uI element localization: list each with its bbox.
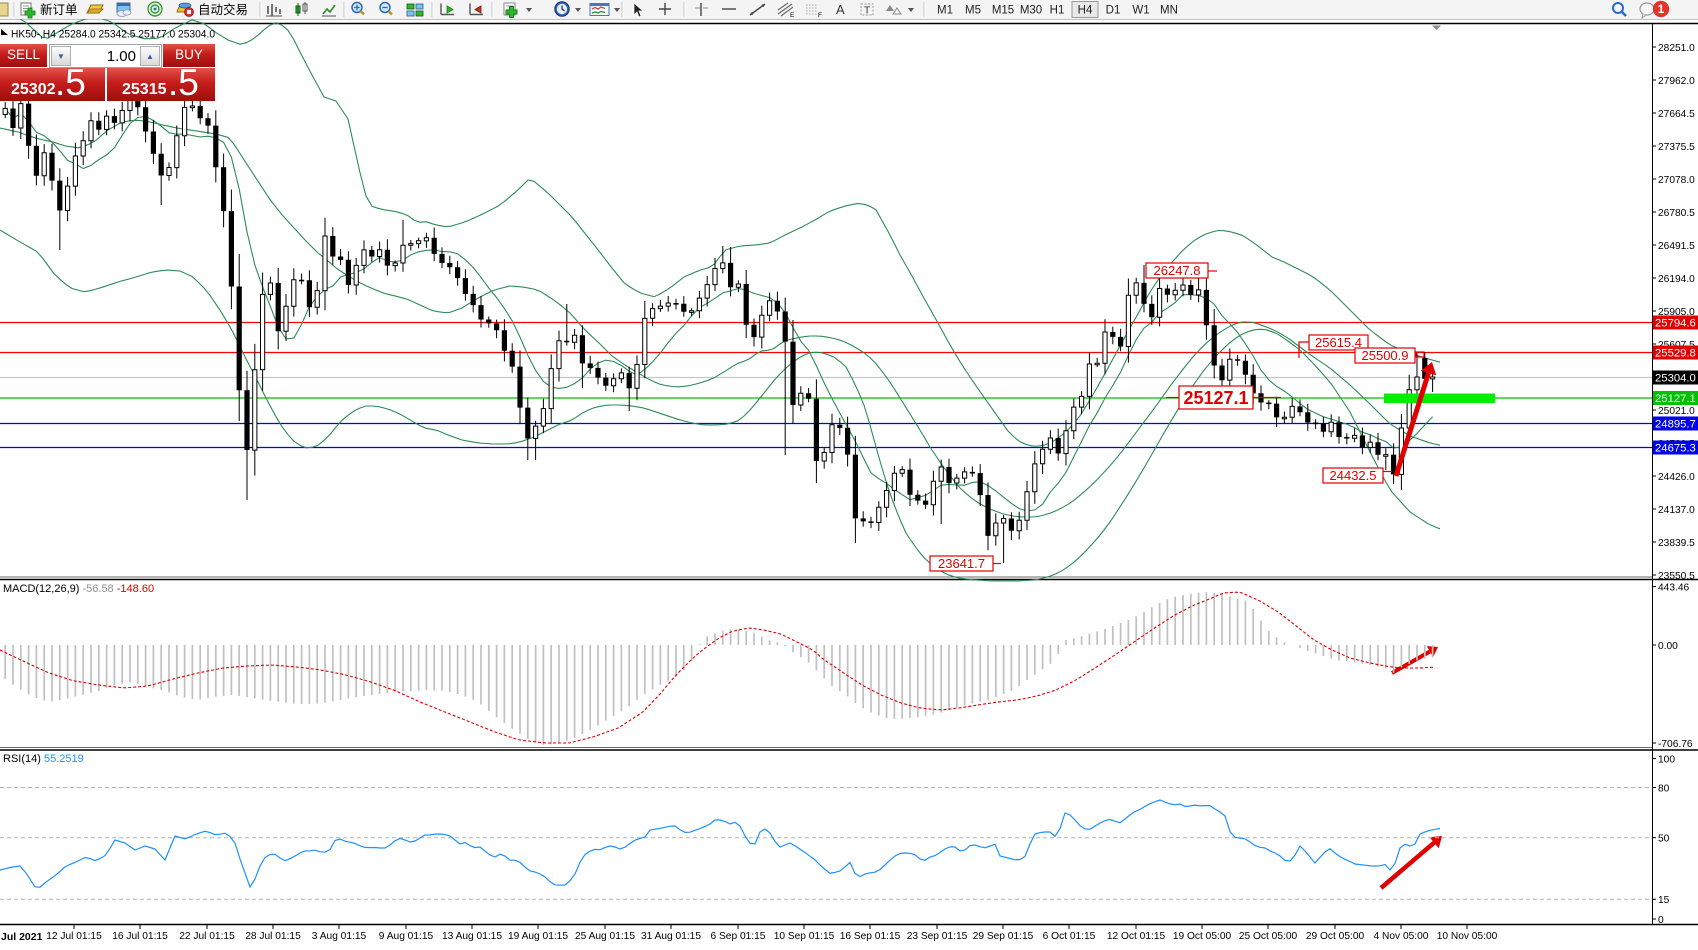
svg-text:25304.0: 25304.0	[1655, 373, 1696, 385]
svg-text:24137.0: 24137.0	[1658, 505, 1695, 516]
svg-text:M30: M30	[1020, 5, 1042, 17]
svg-text:23839.5: 23839.5	[1658, 538, 1695, 549]
svg-text:23 Sep 01:15: 23 Sep 01:15	[907, 931, 968, 942]
svg-text:27962.0: 27962.0	[1658, 76, 1695, 87]
svg-text:D1: D1	[1106, 5, 1121, 17]
svg-text:19 Aug 01:15: 19 Aug 01:15	[508, 931, 568, 942]
svg-text:28 Jul 01:15: 28 Jul 01:15	[245, 931, 301, 942]
svg-text:25794.6: 25794.6	[1655, 318, 1696, 330]
svg-text:80: 80	[1658, 783, 1670, 794]
svg-text:H4: H4	[1078, 5, 1093, 17]
svg-text:25127.1: 25127.1	[1655, 393, 1696, 405]
svg-text:50: 50	[1658, 834, 1670, 845]
svg-text:6 Oct 01:15: 6 Oct 01:15	[1043, 931, 1096, 942]
svg-text:26194.0: 26194.0	[1658, 274, 1695, 285]
svg-text:25 Aug 01:15: 25 Aug 01:15	[575, 931, 635, 942]
svg-text:23550.5: 23550.5	[1658, 571, 1695, 582]
svg-text:1: 1	[1658, 2, 1665, 16]
svg-text:-706.76: -706.76	[1658, 739, 1693, 750]
svg-text:10 Nov 05:00: 10 Nov 05:00	[1437, 931, 1498, 942]
svg-text:23641.7: 23641.7	[938, 556, 985, 571]
svg-text:25127.1: 25127.1	[1183, 388, 1248, 408]
svg-text:自动交易: 自动交易	[198, 2, 248, 17]
svg-text:M15: M15	[992, 5, 1014, 17]
svg-text:0: 0	[1658, 915, 1664, 926]
svg-text:25607.5: 25607.5	[1658, 340, 1695, 351]
svg-text:新订单: 新订单	[40, 2, 78, 17]
svg-text:24895.7: 24895.7	[1655, 419, 1696, 431]
svg-text:24432.5: 24432.5	[1330, 468, 1377, 483]
svg-text:25021.0: 25021.0	[1658, 406, 1695, 417]
svg-text:F: F	[818, 12, 822, 19]
svg-text:25529.8: 25529.8	[1655, 348, 1696, 360]
svg-text:13 Aug 01:15: 13 Aug 01:15	[442, 931, 502, 942]
svg-text:25615.4: 25615.4	[1315, 335, 1362, 350]
svg-text:Jul 2021: Jul 2021	[1, 931, 43, 943]
svg-text:24675.3: 24675.3	[1655, 443, 1696, 455]
svg-text:16 Jul 01:15: 16 Jul 01:15	[112, 931, 168, 942]
svg-text:22 Jul 01:15: 22 Jul 01:15	[179, 931, 235, 942]
svg-text:25 Oct 05:00: 25 Oct 05:00	[1239, 931, 1298, 942]
svg-text:100: 100	[1658, 754, 1675, 765]
svg-text:12 Oct 01:15: 12 Oct 01:15	[1107, 931, 1166, 942]
svg-text:M1: M1	[937, 5, 953, 17]
svg-text:19 Oct 05:00: 19 Oct 05:00	[1173, 931, 1232, 942]
svg-text:15: 15	[1658, 895, 1670, 906]
svg-text:27664.5: 27664.5	[1658, 109, 1695, 120]
svg-text:MACD(12,26,9) -56.58 -148.60: MACD(12,26,9) -56.58 -148.60	[3, 583, 154, 595]
svg-text:31 Aug 01:15: 31 Aug 01:15	[641, 931, 701, 942]
svg-text:9 Aug 01:15: 9 Aug 01:15	[379, 931, 434, 942]
svg-text:E: E	[790, 12, 795, 19]
svg-text:H1: H1	[1050, 5, 1065, 17]
svg-text:27078.0: 27078.0	[1658, 175, 1695, 186]
svg-text:6 Sep 01:15: 6 Sep 01:15	[711, 931, 766, 942]
svg-text:HK50-,H4 25284.0 25342.5 2517: HK50-,H4 25284.0 25342.5 25177.0 25304.0	[11, 29, 215, 41]
svg-text:3 Aug 01:15: 3 Aug 01:15	[312, 931, 367, 942]
svg-text:MN: MN	[1160, 5, 1178, 17]
svg-text:10 Sep 01:15: 10 Sep 01:15	[774, 931, 835, 942]
svg-text:16 Sep 01:15: 16 Sep 01:15	[840, 931, 901, 942]
svg-text:443.46: 443.46	[1658, 582, 1689, 593]
svg-text:29 Oct 05:00: 29 Oct 05:00	[1306, 931, 1365, 942]
svg-text:M5: M5	[965, 5, 981, 17]
svg-text:25500.9: 25500.9	[1362, 348, 1409, 363]
svg-text:T: T	[864, 6, 870, 17]
svg-text:A: A	[836, 2, 845, 17]
svg-text:25905.0: 25905.0	[1658, 307, 1695, 318]
svg-text:12 Jul 01:15: 12 Jul 01:15	[46, 931, 102, 942]
svg-text:W1: W1	[1132, 5, 1149, 17]
svg-text:RSI(14) 55.2519: RSI(14) 55.2519	[3, 753, 84, 765]
svg-text:24426.0: 24426.0	[1658, 472, 1695, 483]
svg-text:0.00: 0.00	[1658, 641, 1678, 652]
svg-text:29 Sep 01:15: 29 Sep 01:15	[973, 931, 1034, 942]
svg-text:28251.0: 28251.0	[1658, 43, 1695, 54]
svg-text:27375.5: 27375.5	[1658, 142, 1695, 153]
svg-text:4 Nov 05:00: 4 Nov 05:00	[1374, 931, 1429, 942]
svg-text:26247.8: 26247.8	[1154, 263, 1201, 278]
svg-text:26491.5: 26491.5	[1658, 241, 1695, 252]
svg-text:26780.5: 26780.5	[1658, 208, 1695, 219]
